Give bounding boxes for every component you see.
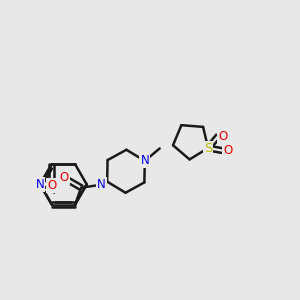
Text: O: O <box>47 179 56 192</box>
Text: S: S <box>204 142 212 154</box>
Text: N: N <box>97 178 106 191</box>
Text: O: O <box>218 130 227 143</box>
Text: N: N <box>140 154 149 167</box>
Text: N: N <box>36 178 44 191</box>
Text: N: N <box>97 178 106 191</box>
Text: O: O <box>59 172 69 184</box>
Text: O: O <box>223 144 232 157</box>
